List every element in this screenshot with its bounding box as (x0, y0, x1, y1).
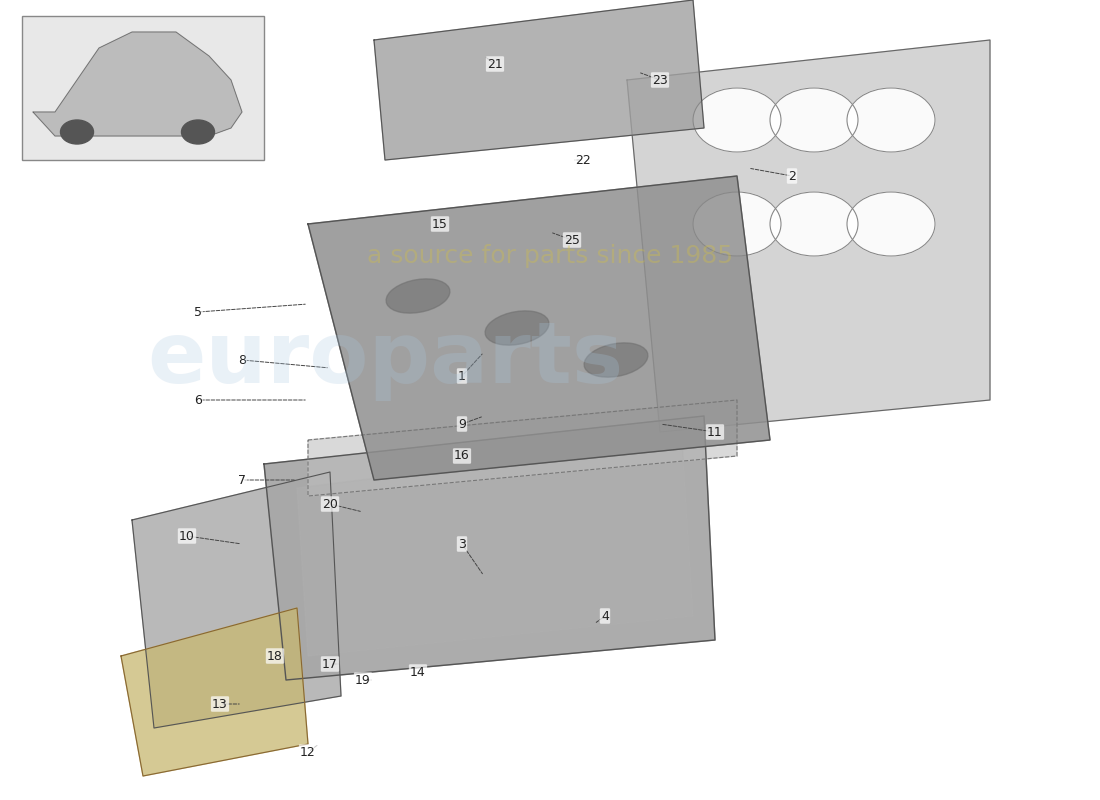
Polygon shape (297, 440, 693, 656)
Circle shape (693, 88, 781, 152)
Text: 3: 3 (458, 538, 466, 550)
Polygon shape (627, 40, 990, 432)
Circle shape (847, 88, 935, 152)
Polygon shape (264, 416, 715, 680)
Text: europarts: europarts (147, 318, 623, 402)
Circle shape (693, 192, 781, 256)
Text: a source for parts since 1985: a source for parts since 1985 (367, 244, 733, 268)
Text: 6: 6 (194, 394, 202, 406)
Text: 11: 11 (707, 426, 723, 438)
Text: 14: 14 (410, 666, 426, 678)
Polygon shape (121, 608, 308, 776)
Text: 5: 5 (194, 306, 202, 318)
Bar (22, 16, 264, 160)
Text: 2: 2 (788, 170, 796, 182)
Polygon shape (308, 400, 737, 496)
Text: 18: 18 (267, 650, 283, 662)
Text: 4: 4 (601, 610, 609, 622)
Polygon shape (33, 32, 242, 136)
Ellipse shape (485, 311, 549, 345)
Text: 23: 23 (652, 74, 668, 86)
Polygon shape (308, 176, 770, 480)
Ellipse shape (584, 343, 648, 377)
Text: 9: 9 (458, 418, 466, 430)
Text: 15: 15 (432, 218, 448, 230)
Circle shape (770, 88, 858, 152)
Text: 19: 19 (355, 674, 371, 686)
Text: 12: 12 (300, 746, 316, 758)
Text: 7: 7 (238, 474, 246, 486)
Polygon shape (132, 472, 341, 728)
Circle shape (182, 120, 214, 144)
Text: 22: 22 (575, 154, 591, 166)
Text: 17: 17 (322, 658, 338, 670)
Circle shape (60, 120, 94, 144)
Circle shape (847, 192, 935, 256)
Text: 13: 13 (212, 698, 228, 710)
Circle shape (770, 192, 858, 256)
Text: 1: 1 (458, 370, 466, 382)
Text: 16: 16 (454, 450, 470, 462)
Text: 25: 25 (564, 234, 580, 246)
Ellipse shape (386, 279, 450, 313)
Text: 21: 21 (487, 58, 503, 70)
Text: 10: 10 (179, 530, 195, 542)
Polygon shape (374, 0, 704, 160)
Text: 20: 20 (322, 498, 338, 510)
Text: 8: 8 (238, 354, 246, 366)
